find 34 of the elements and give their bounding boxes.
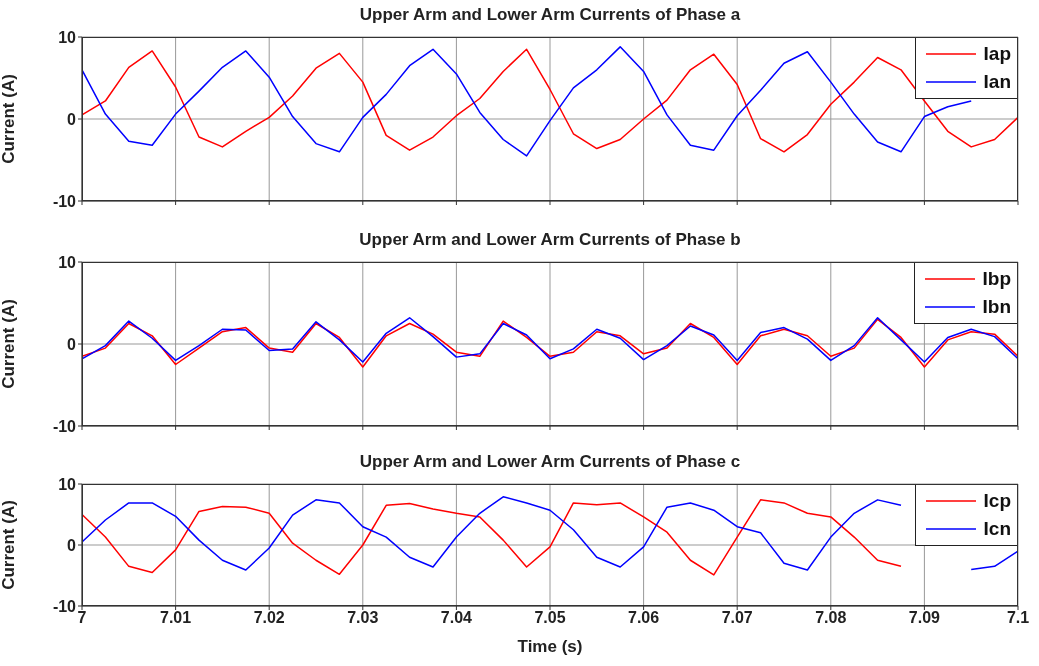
y-tick-label: 0: [67, 536, 77, 554]
legend-label: Icn: [983, 518, 1011, 540]
y-axis-title: Current (A): [0, 500, 19, 590]
y-tick-label: 0: [67, 335, 77, 353]
x-tick-label: 7.03: [347, 609, 379, 627]
x-tick-label: 7.02: [253, 609, 285, 627]
chart-title: Upper Arm and Lower Arm Currents of Phase c: [358, 451, 742, 473]
legend-label: Ian: [983, 71, 1011, 93]
x-axis-title: Time (s): [517, 637, 583, 656]
y-tick-label: 10: [58, 253, 77, 271]
y-tick-label: -10: [52, 597, 77, 615]
y-tick-label: -10: [52, 417, 77, 435]
legend-label: Ibn: [982, 296, 1011, 318]
legend-label: Icp: [983, 490, 1011, 512]
chart-title: Upper Arm and Lower Arm Currents of Phase a: [358, 4, 742, 26]
x-tick-label: 7.06: [628, 609, 660, 627]
y-tick-label: 0: [67, 110, 77, 128]
legend-label: Ibp: [982, 268, 1011, 290]
y-tick-label: 10: [58, 475, 77, 493]
y-tick-label: 10: [58, 28, 77, 46]
x-tick-label: 7.1: [1006, 609, 1030, 627]
y-axis-title: Current (A): [0, 299, 19, 389]
x-tick-label: 7.05: [534, 609, 566, 627]
line-series: [82, 499, 902, 576]
legend-label: Iap: [983, 43, 1011, 65]
chart-title: Upper Arm and Lower Arm Currents of Phase b: [358, 229, 742, 251]
x-tick-label: 7: [77, 609, 87, 627]
x-tick-label: 7.01: [160, 609, 192, 627]
y-axis-title: Current (A): [0, 74, 19, 164]
x-tick-label: 7.07: [721, 609, 753, 627]
x-tick-label: 7.04: [440, 609, 473, 627]
x-tick-label: 7.09: [908, 609, 941, 627]
y-tick-label: -10: [52, 192, 77, 210]
x-tick-label: 7.08: [815, 609, 847, 627]
